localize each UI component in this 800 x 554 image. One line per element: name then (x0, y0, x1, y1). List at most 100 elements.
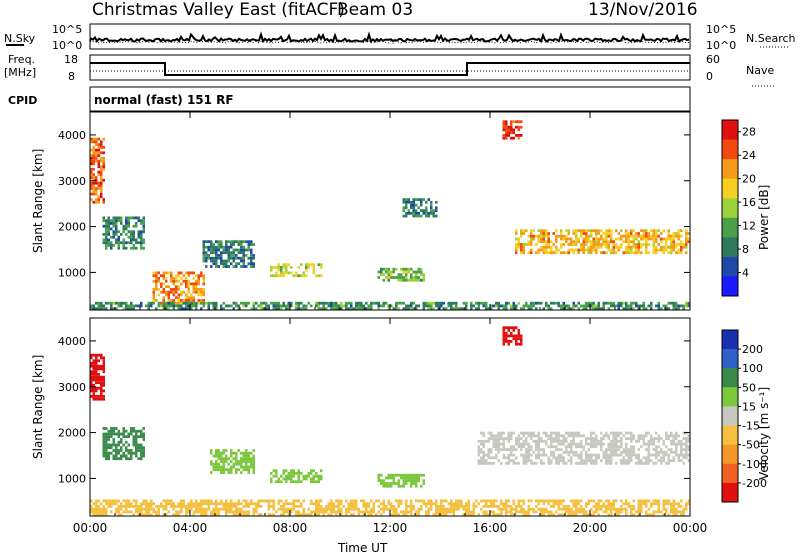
velocity-cell (342, 505, 345, 508)
velocity-cell (245, 451, 248, 455)
power-region (502, 120, 523, 140)
velocity-cell (210, 502, 213, 506)
power-cell (530, 234, 533, 238)
velocity-cell (602, 434, 605, 438)
power-cell (625, 237, 628, 241)
power-cell (192, 299, 195, 302)
velocity-cell (135, 499, 138, 503)
velocity-cell (675, 431, 678, 435)
velocity-cell (185, 505, 188, 508)
power-cell (330, 301, 333, 305)
power-cell (157, 301, 160, 305)
velocity-cell (345, 499, 348, 503)
power-cell (112, 233, 115, 236)
velocity-cell (620, 431, 623, 435)
power-ytick-label: 3000 (58, 175, 86, 188)
power-cell (150, 301, 153, 305)
power-cell (110, 241, 113, 245)
power-cell (402, 206, 405, 210)
power-cell (610, 232, 613, 235)
velocity-cell (240, 513, 243, 517)
velocity-cell (507, 437, 510, 440)
power-cell (347, 301, 350, 305)
velocity-cell (580, 453, 583, 457)
velocity-cell (122, 443, 125, 447)
velocity-cell (617, 453, 620, 457)
velocity-cell (610, 445, 613, 449)
power-cell (402, 276, 405, 279)
velocity-cell (377, 510, 380, 514)
power-cell (405, 211, 408, 215)
velocity-cell (245, 454, 248, 458)
power-cell (210, 251, 213, 255)
velocity-cell (92, 370, 95, 374)
velocity-cell (235, 471, 238, 474)
power-cell (212, 243, 215, 246)
power-cell (487, 307, 490, 311)
power-cell (97, 181, 100, 185)
velocity-cell (442, 513, 445, 517)
velocity-cell (495, 448, 498, 451)
velocity-cell (115, 510, 118, 514)
power-cell (225, 243, 228, 246)
velocity-cell (455, 507, 458, 511)
power-cell (540, 237, 543, 241)
power-cell (680, 251, 683, 255)
velocity-cell (217, 454, 220, 458)
velocity-cell (95, 510, 98, 514)
velocity-cell (657, 450, 660, 454)
velocity-cell (142, 454, 145, 458)
power-cell (167, 290, 170, 294)
power-cell (165, 293, 168, 297)
velocity-cell (512, 431, 515, 435)
velocity-cell (505, 337, 508, 341)
power-cell (302, 304, 305, 308)
velocity-cell (102, 446, 105, 450)
power-cell (242, 245, 245, 249)
velocity-cell (452, 502, 455, 506)
velocity-cell (420, 505, 423, 508)
velocity-cell (685, 437, 688, 440)
power-cell (160, 301, 163, 305)
power-cell (162, 304, 165, 308)
power-cell (580, 304, 583, 308)
power-cell (90, 184, 93, 188)
power-cell (357, 304, 360, 308)
power-cell (250, 262, 253, 266)
power-cell (680, 304, 683, 308)
velocity-cell (337, 499, 340, 503)
power-cell (90, 162, 93, 166)
velocity-cell (675, 442, 678, 446)
velocity-cell (572, 431, 575, 435)
power-cell (192, 290, 195, 294)
power-cell (97, 148, 100, 152)
velocity-cell (142, 446, 145, 450)
velocity-cell (135, 507, 138, 511)
power-cell (505, 307, 508, 311)
power-cell (677, 248, 680, 252)
power-cell (625, 229, 628, 232)
velocity-cell (397, 502, 400, 506)
power-cell (355, 304, 358, 308)
power-cell (382, 278, 385, 282)
velocity-cell (497, 437, 500, 440)
power-cell (90, 137, 93, 141)
velocity-cell (110, 499, 113, 503)
velocity-cell (277, 507, 280, 511)
velocity-ytick-label: 4000 (58, 335, 86, 348)
velocity-cell (590, 459, 593, 462)
velocity-cell (515, 439, 518, 443)
power-cell (672, 304, 675, 308)
velocity-cell (220, 457, 223, 461)
power-cell (562, 304, 565, 308)
velocity-cell (450, 507, 453, 511)
power-cell (285, 271, 288, 275)
power-cell (665, 307, 668, 311)
power-cell (242, 251, 245, 255)
power-cell (517, 240, 520, 244)
velocity-cell (217, 462, 220, 466)
velocity-cell (430, 499, 433, 503)
power-cell (215, 262, 218, 266)
velocity-cell (125, 502, 128, 506)
power-cell (605, 301, 608, 305)
